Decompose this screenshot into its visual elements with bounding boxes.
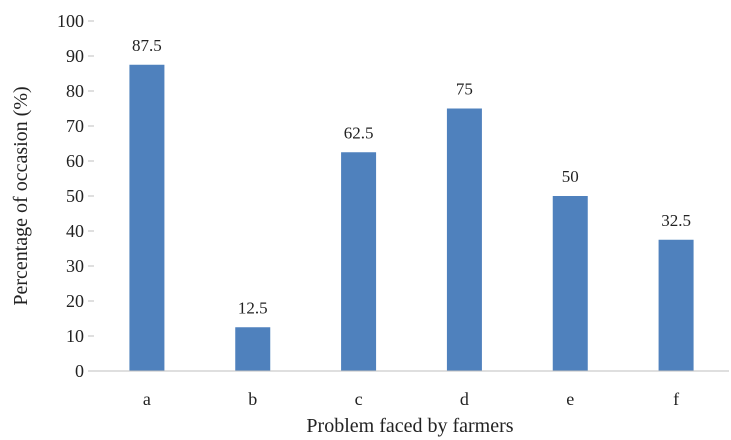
- bar-a: [129, 64, 165, 371]
- data-label-b: 12.5: [238, 298, 268, 317]
- y-tick-label: 0: [75, 361, 84, 381]
- bar-f: [658, 239, 694, 371]
- x-tick-label: a: [143, 389, 151, 409]
- data-label-a: 87.5: [132, 36, 162, 55]
- x-tick-label: d: [460, 389, 469, 409]
- data-label-c: 62.5: [344, 123, 374, 142]
- data-label-e: 50: [562, 167, 579, 186]
- x-tick-label: b: [248, 389, 257, 409]
- y-tick-label: 90: [66, 46, 84, 66]
- x-tick-label: e: [566, 389, 574, 409]
- bar-b: [235, 327, 271, 371]
- bar-d: [446, 108, 482, 371]
- y-tick-label: 80: [66, 81, 84, 101]
- y-axis: 0 10 20 30 40 50 60 70 80 90 100: [57, 11, 94, 381]
- x-axis-title: Problem faced by farmers: [306, 415, 513, 437]
- bars: 87.5 12.5 62.5 75 50 32.5: [129, 36, 694, 371]
- y-axis-title: Percentage of occasion (%): [10, 86, 32, 305]
- bar-e: [552, 196, 588, 371]
- bar-c: [341, 152, 377, 371]
- y-tick-label: 70: [66, 116, 84, 136]
- x-axis: a b c d e f: [94, 370, 729, 409]
- y-tick-label: 30: [66, 256, 84, 276]
- data-label-d: 75: [456, 80, 473, 99]
- y-tick-label: 100: [57, 11, 84, 31]
- x-tick-label: f: [673, 389, 679, 409]
- y-tick-label: 50: [66, 186, 84, 206]
- y-tick-label: 40: [66, 221, 84, 241]
- y-tick-label: 10: [66, 326, 84, 346]
- y-tick-label: 20: [66, 291, 84, 311]
- y-tick-label: 60: [66, 151, 84, 171]
- x-tick-label: c: [355, 389, 363, 409]
- data-label-f: 32.5: [661, 211, 691, 230]
